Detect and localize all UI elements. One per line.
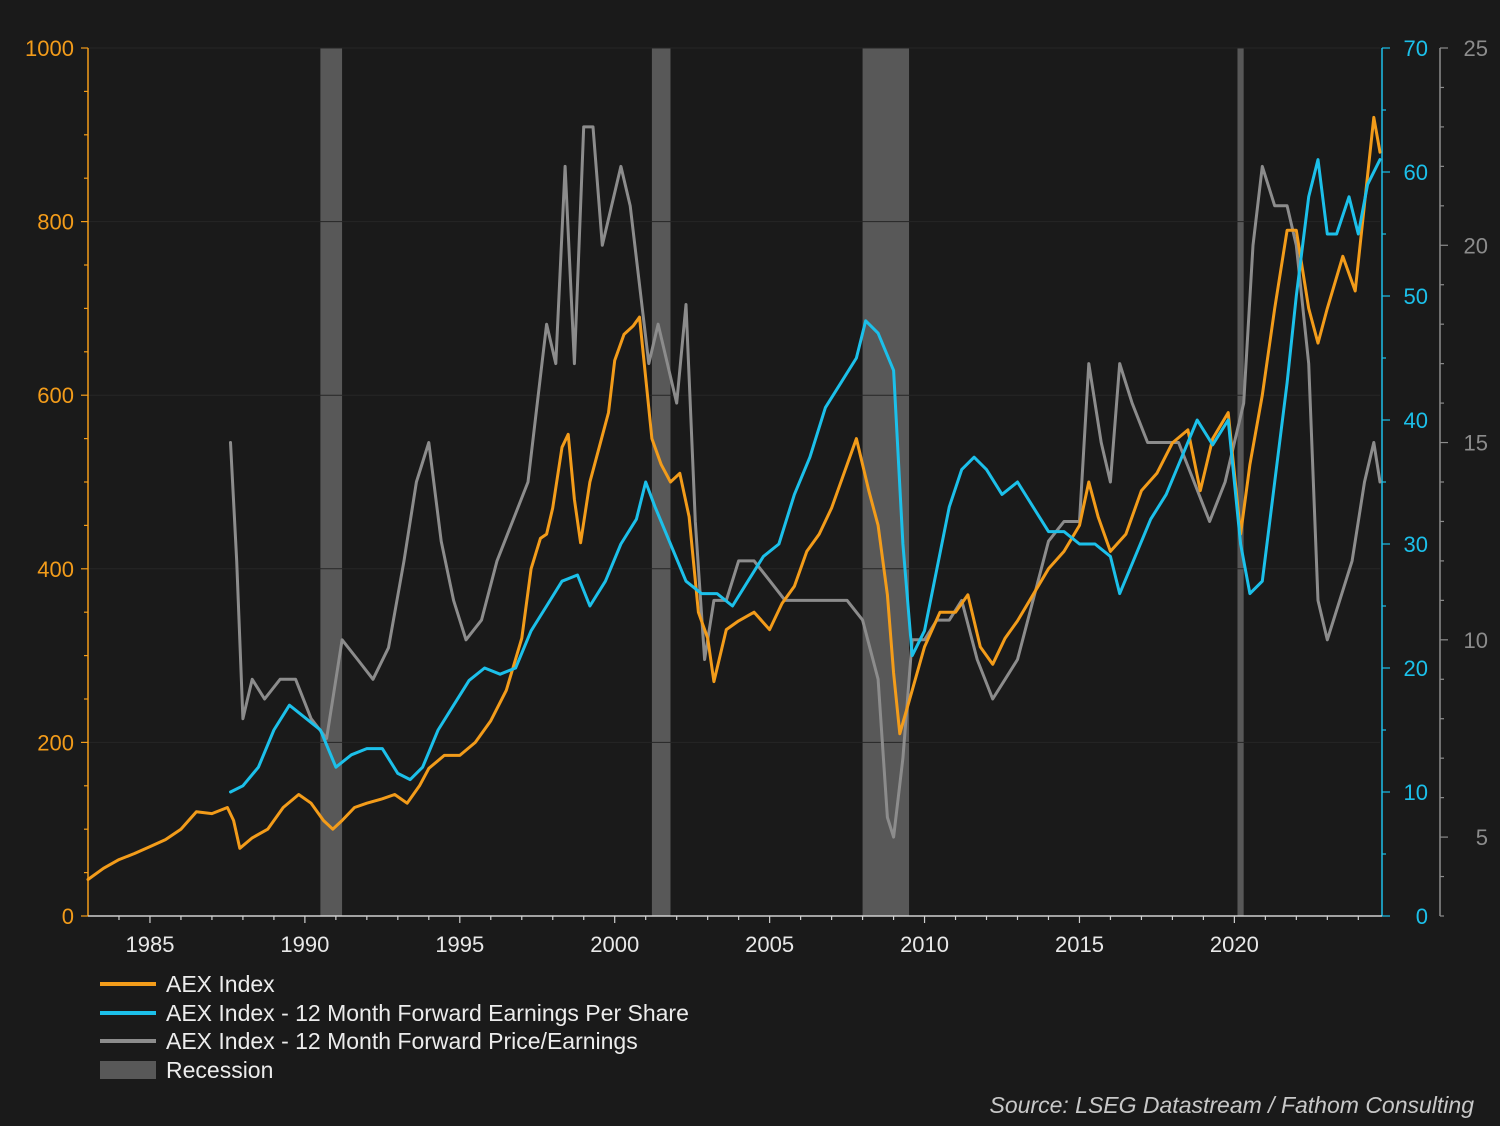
right-tick-label: 20 (1464, 233, 1488, 258)
x-tick-label: 2020 (1210, 932, 1259, 957)
x-tick-label: 2000 (590, 932, 639, 957)
recession-band (1237, 48, 1244, 916)
recession-band (651, 48, 671, 916)
left-tick-label: 800 (37, 210, 74, 235)
legend-label: AEX Index - 12 Month Forward Price/Earni… (166, 1028, 638, 1055)
mid-tick-label: 40 (1404, 408, 1428, 433)
right-tick-label: 15 (1464, 431, 1488, 456)
x-tick-label: 1985 (125, 932, 174, 957)
legend-item-aex-index: AEX Index (100, 970, 689, 999)
mid-tick-label: 20 (1404, 656, 1428, 681)
legend-item-eps: AEX Index - 12 Month Forward Earnings Pe… (100, 999, 689, 1028)
left-tick-label: 200 (37, 730, 74, 755)
recession-band (320, 48, 343, 916)
mid-tick-label: 10 (1404, 780, 1428, 805)
source-note: Source: LSEG Datastream / Fathom Consult… (989, 1092, 1475, 1118)
left-tick-label: 600 (37, 383, 74, 408)
legend-label: AEX Index (166, 971, 275, 998)
chart: 0200400600800100001020304050607051015202… (25, 36, 1488, 957)
legend-item-recession: Recession (100, 1056, 689, 1085)
x-tick-label: 1990 (280, 932, 329, 957)
tick-labels: 0200400600800100001020304050607051015202… (25, 36, 1488, 957)
left-tick-label: 0 (62, 904, 74, 929)
series-line-0 (86, 115, 1382, 881)
legend-swatch-grey (100, 1039, 156, 1044)
mid-tick-label: 50 (1404, 284, 1428, 309)
axes (81, 47, 1448, 923)
recession-bands (320, 48, 1244, 916)
series-line-2 (229, 125, 1382, 839)
x-tick-label: 2010 (900, 932, 949, 957)
mid-tick-label: 30 (1404, 532, 1428, 557)
x-tick-label: 2015 (1055, 932, 1104, 957)
legend-swatch-recession (100, 1061, 156, 1080)
mid-tick-label: 60 (1404, 160, 1428, 185)
right-tick-label: 5 (1476, 825, 1488, 850)
series-lines (86, 115, 1382, 881)
legend: AEX Index AEX Index - 12 Month Forward E… (100, 970, 689, 1084)
gridlines (88, 47, 1380, 743)
legend-swatch-orange (100, 982, 156, 987)
series-line-1 (229, 158, 1382, 794)
x-tick-label: 1995 (435, 932, 484, 957)
mid-tick-label: 70 (1404, 36, 1428, 61)
legend-swatch-cyan (100, 1010, 156, 1015)
x-tick-label: 2005 (745, 932, 794, 957)
right-tick-label: 25 (1464, 36, 1488, 61)
right-tick-label: 10 (1464, 628, 1488, 653)
left-tick-label: 400 (37, 557, 74, 582)
legend-item-pe: AEX Index - 12 Month Forward Price/Earni… (100, 1027, 689, 1056)
mid-tick-label: 0 (1416, 904, 1428, 929)
legend-label: AEX Index - 12 Month Forward Earnings Pe… (166, 999, 689, 1026)
left-tick-label: 1000 (25, 36, 74, 61)
legend-label: Recession (166, 1057, 274, 1084)
